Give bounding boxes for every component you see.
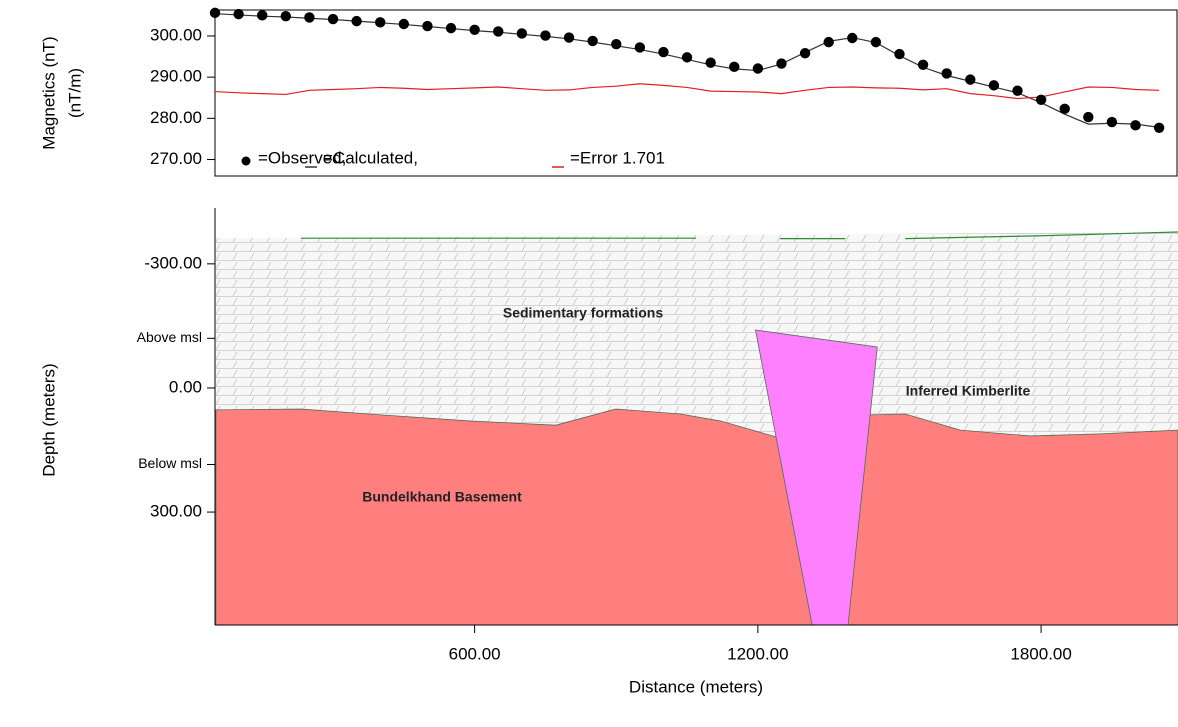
x-tick-label: 1200.00: [727, 644, 788, 663]
y-tick-label: 300.00: [150, 25, 202, 44]
observed-point: [233, 9, 243, 19]
observed-point: [375, 17, 385, 27]
observed-point: [210, 8, 220, 18]
observed-point: [1107, 117, 1117, 127]
observed-point: [446, 23, 456, 33]
observed-point: [1036, 95, 1046, 105]
layer-label: Bundelkhand Basement: [362, 489, 522, 505]
y-tick-label: Above msl: [137, 329, 202, 345]
x-tick-label: 600.00: [449, 644, 501, 663]
observed-point: [493, 26, 503, 36]
y-tick-label: Below msl: [138, 455, 202, 471]
observed-point: [351, 16, 361, 26]
observed-point: [729, 62, 739, 72]
observed-point: [989, 80, 999, 90]
y-tick-label: 290.00: [150, 67, 202, 86]
y-axis-label: Magnetics (nT): [39, 36, 58, 149]
observed-point: [469, 25, 479, 35]
observed-point: [304, 12, 314, 22]
y-axis-label: Depth (meters): [39, 363, 58, 476]
y-tick-label: 0.00: [169, 377, 202, 396]
observed-point: [328, 14, 338, 24]
observed-point: [1130, 120, 1140, 130]
observed-point: [753, 63, 763, 73]
observed-point: [587, 36, 597, 46]
x-axis-label: Distance (meters): [629, 677, 763, 696]
observed-point: [800, 48, 810, 58]
observed-point: [918, 60, 928, 70]
y-tick-label: -300.00: [144, 253, 202, 272]
legend-marker: [242, 157, 251, 166]
observed-point: [1083, 112, 1093, 122]
observed-point: [1060, 104, 1070, 114]
observed-point: [281, 11, 291, 21]
observed-point: [1154, 123, 1164, 133]
observed-point: [540, 30, 550, 40]
observed-point: [564, 32, 574, 42]
observed-point: [517, 28, 527, 38]
y-tick-label: 270.00: [150, 149, 202, 168]
observed-point: [635, 42, 645, 52]
y-tick-label: 280.00: [150, 108, 202, 127]
y-tick-label: 300.00: [150, 502, 202, 521]
observed-point: [965, 74, 975, 84]
figure: 270.00 280.00 290.00 300.00 Magnetics (nT) (n…: [0, 0, 1178, 722]
observed-point: [941, 68, 951, 78]
layer-body: [216, 409, 1178, 625]
observed-point: [847, 33, 857, 43]
observed-point: [682, 52, 692, 62]
observed-point: [257, 10, 267, 20]
observed-point: [871, 37, 881, 47]
observed-point: [705, 58, 715, 68]
observed-point: [823, 37, 833, 47]
observed-point: [894, 49, 904, 59]
observed-point: [399, 19, 409, 29]
observed-point: [658, 47, 668, 57]
legend-label: =Calculated,: [323, 148, 418, 167]
observed-point: [422, 21, 432, 31]
observed-point: [776, 58, 786, 68]
layer-label: Sedimentary formations: [503, 305, 663, 321]
observed-point: [611, 39, 621, 49]
layer-label: Inferred Kimberlite: [906, 383, 1031, 399]
observed-point: [1012, 86, 1022, 96]
legend-label: =Error 1.701: [570, 148, 665, 167]
y-axis-label: (nT/m): [65, 68, 84, 118]
x-tick-label: 1800.00: [1010, 644, 1071, 663]
